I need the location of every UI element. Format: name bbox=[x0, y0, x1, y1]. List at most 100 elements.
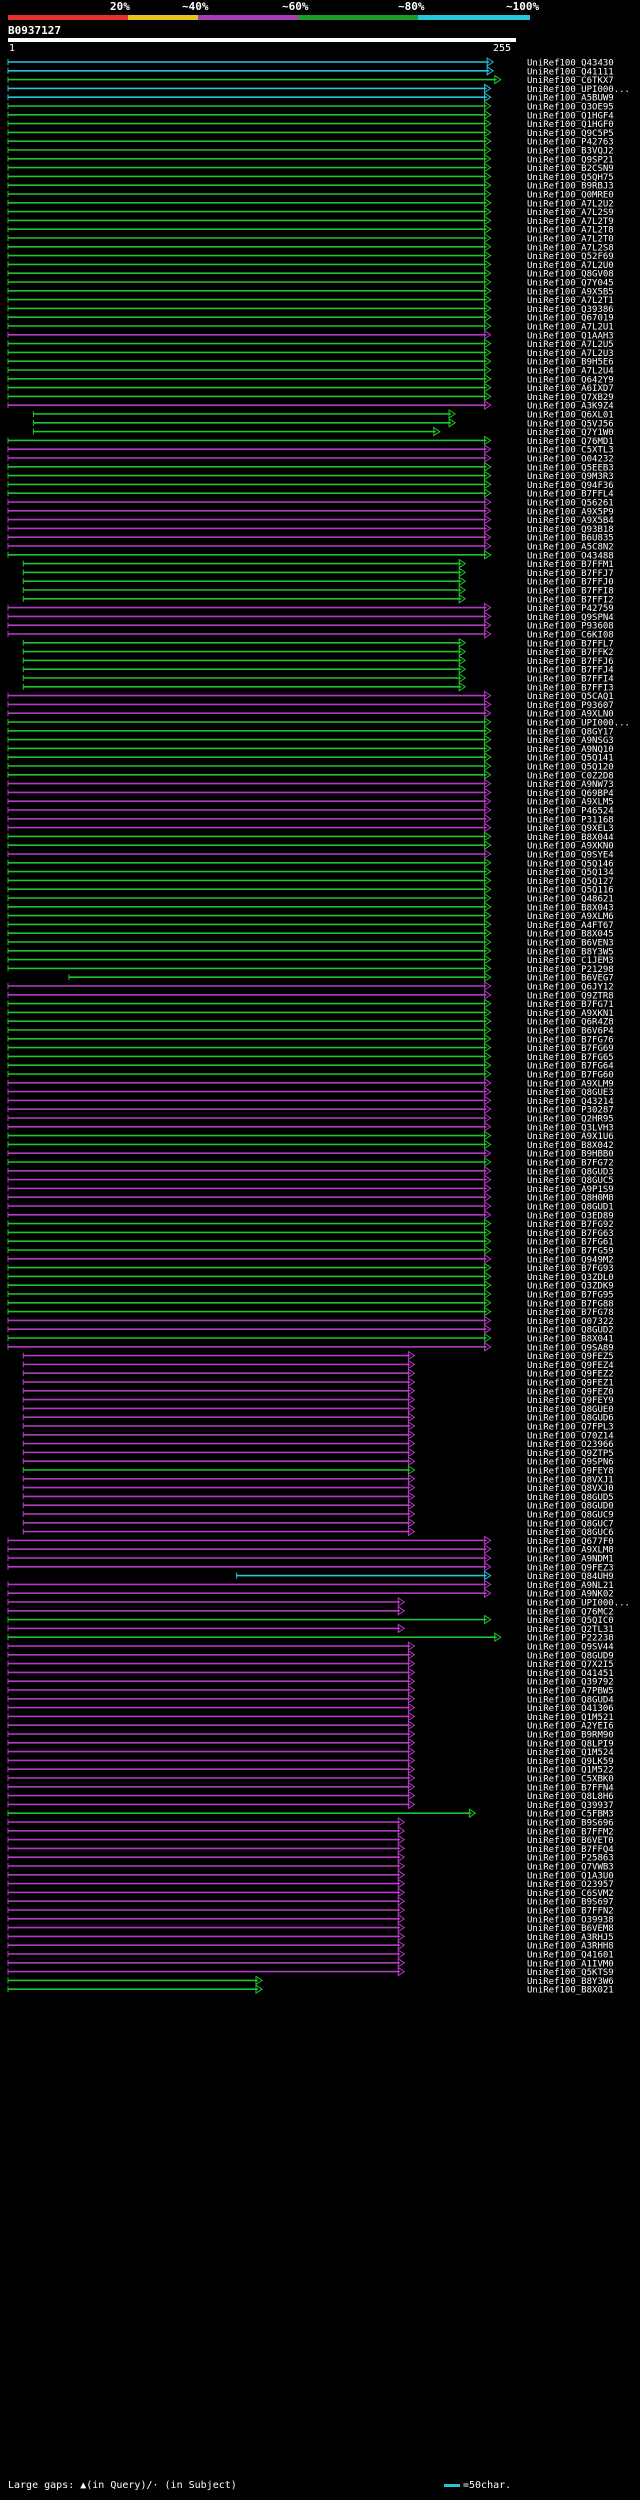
hit-label[interactable]: UniRef100_Q48621 bbox=[527, 895, 614, 905]
hit-label[interactable]: UniRef100_B7FFJ7 bbox=[527, 569, 614, 579]
hit-label[interactable]: UniRef100_A7L2U5 bbox=[527, 340, 614, 350]
hit-label[interactable]: UniRef100_B7FG60 bbox=[527, 1071, 614, 1081]
hit-label[interactable]: UniRef100_Q9SPN6 bbox=[527, 1458, 614, 1468]
hit-label[interactable]: UniRef100_Q5QH75 bbox=[527, 173, 614, 183]
hit-label[interactable]: UniRef100_Q9ZTP5 bbox=[527, 1449, 614, 1459]
hit-label[interactable]: UniRef100_B7FFI8 bbox=[527, 587, 614, 597]
hit-label[interactable]: UniRef100_Q9FEZ4 bbox=[527, 1361, 614, 1371]
hit-label[interactable]: UniRef100_Q84UH9 bbox=[527, 1572, 614, 1582]
hit-label[interactable]: UniRef100_B9S697 bbox=[527, 1898, 614, 1908]
hit-label[interactable]: UniRef100_A7L2S8 bbox=[527, 243, 614, 253]
hit-label[interactable]: UniRef100_Q7Y1W0 bbox=[527, 428, 614, 438]
hit-label[interactable]: UniRef100_Q8GUD3 bbox=[527, 1167, 614, 1177]
hit-label[interactable]: UniRef100_A7L2U1 bbox=[527, 323, 614, 333]
hit-label[interactable]: UniRef100_A7L2S9 bbox=[527, 208, 614, 218]
hit-label[interactable]: UniRef100_A9XLM8 bbox=[527, 1546, 614, 1556]
hit-label[interactable]: UniRef100_A9X1U6 bbox=[527, 1132, 614, 1142]
hit-label[interactable]: UniRef100_A3K9Z4 bbox=[527, 402, 614, 412]
hit-label[interactable]: UniRef100_B8X042 bbox=[527, 1141, 614, 1151]
hit-label[interactable]: UniRef100_A9NK02 bbox=[527, 1590, 614, 1600]
hit-label[interactable]: UniRef100_A9NSG3 bbox=[527, 736, 614, 746]
hit-label[interactable]: UniRef100_A9XKN0 bbox=[527, 842, 614, 852]
hit-label[interactable]: UniRef100_C5XTL3 bbox=[527, 446, 614, 456]
hit-label[interactable]: UniRef100_Q3ZDL0 bbox=[527, 1273, 614, 1283]
hit-label[interactable]: UniRef100_Q9XEL3 bbox=[527, 824, 614, 834]
hit-label[interactable]: UniRef100_O23966 bbox=[527, 1440, 614, 1450]
hit-label[interactable]: UniRef100_Q5Q134 bbox=[527, 868, 614, 878]
hit-label[interactable]: UniRef100_C5XBK0 bbox=[527, 1775, 614, 1785]
hit-label[interactable]: UniRef100_Q8VXJ1 bbox=[527, 1475, 614, 1485]
hit-label[interactable]: UniRef100_Q1AAH3 bbox=[527, 331, 614, 341]
hit-label[interactable]: UniRef100_Q5EEB3 bbox=[527, 463, 614, 473]
hit-label[interactable]: UniRef100_B7FG78 bbox=[527, 1308, 614, 1318]
hit-label[interactable]: UniRef100_Q8GUC5 bbox=[527, 1176, 614, 1186]
hit-label[interactable]: UniRef100_A5BUW9 bbox=[527, 94, 614, 104]
hit-label[interactable]: UniRef100_Q5VJ56 bbox=[527, 419, 614, 429]
hit-label[interactable]: UniRef100_Q1A3U0 bbox=[527, 1871, 614, 1881]
hit-label[interactable]: UniRef100_A5C8N2 bbox=[527, 543, 614, 553]
hit-label[interactable]: UniRef100_Q9SP21 bbox=[527, 155, 614, 165]
hit-label[interactable]: UniRef100_A7L2T8 bbox=[527, 226, 614, 236]
hit-label[interactable]: UniRef100_A7L2U3 bbox=[527, 349, 614, 359]
hit-label[interactable]: UniRef100_Q9FEZ0 bbox=[527, 1387, 614, 1397]
hit-label[interactable]: UniRef100_B9RM90 bbox=[527, 1731, 614, 1741]
hit-label[interactable]: UniRef100_Q93B18 bbox=[527, 525, 614, 535]
hit-label[interactable]: UniRef100_A3RHH8 bbox=[527, 1942, 614, 1952]
hit-label[interactable]: UniRef100_Q5Q116 bbox=[527, 886, 614, 896]
hit-label[interactable]: UniRef100_B8X041 bbox=[527, 1335, 614, 1345]
hit-label[interactable]: UniRef100_B7FFJ4 bbox=[527, 666, 614, 676]
hit-label[interactable]: UniRef100_B7FG69 bbox=[527, 1044, 614, 1054]
hit-label[interactable]: UniRef100_C0Z2D8 bbox=[527, 771, 614, 781]
hit-label[interactable]: UniRef100_A9X5B4 bbox=[527, 516, 614, 526]
hit-label[interactable]: UniRef100_B7FFN4 bbox=[527, 1783, 614, 1793]
hit-label[interactable]: UniRef100_Q642Y9 bbox=[527, 375, 614, 385]
hit-label[interactable]: UniRef100_B6VET0 bbox=[527, 1836, 614, 1846]
hit-label[interactable]: UniRef100_A9NW73 bbox=[527, 780, 614, 790]
hit-label[interactable]: UniRef100_Q9FEY9 bbox=[527, 1396, 614, 1406]
hit-label[interactable]: UniRef100_Q9C5P5 bbox=[527, 129, 614, 139]
hit-label[interactable]: UniRef100_Q7XB29 bbox=[527, 393, 614, 403]
hit-label[interactable]: UniRef100_O07322 bbox=[527, 1317, 614, 1327]
hit-label[interactable]: UniRef100_A9P1S9 bbox=[527, 1185, 614, 1195]
hit-label[interactable]: UniRef100_B7FFN2 bbox=[527, 1907, 614, 1917]
hit-label[interactable]: UniRef100_C6KI08 bbox=[527, 631, 614, 641]
hit-label[interactable]: UniRef100_Q39386 bbox=[527, 305, 614, 315]
hit-label[interactable]: UniRef100_B7FG93 bbox=[527, 1264, 614, 1274]
hit-label[interactable]: UniRef100_Q9LK59 bbox=[527, 1757, 614, 1767]
hit-label[interactable]: UniRef100_Q8GUD5 bbox=[527, 1493, 614, 1503]
hit-label[interactable]: UniRef100_B8X021 bbox=[527, 1986, 614, 1996]
hit-label[interactable]: UniRef100_Q5QIC0 bbox=[527, 1616, 614, 1626]
hit-label[interactable]: UniRef100_B7FFL7 bbox=[527, 639, 614, 649]
hit-label[interactable]: UniRef100_B7FFL4 bbox=[527, 490, 614, 500]
hit-label[interactable]: UniRef100_Q2TL31 bbox=[527, 1625, 614, 1635]
hit-label[interactable]: UniRef100_A7L2U4 bbox=[527, 367, 614, 377]
hit-label[interactable]: UniRef100_Q69BP4 bbox=[527, 789, 614, 799]
hit-label[interactable]: UniRef100_Q5Q146 bbox=[527, 859, 614, 869]
hit-label[interactable]: UniRef100_O41306 bbox=[527, 1704, 614, 1714]
hit-label[interactable]: UniRef100_P21298 bbox=[527, 965, 614, 975]
hit-label[interactable]: UniRef100_UPI000... bbox=[527, 1599, 630, 1609]
hit-label[interactable]: UniRef100_Q9SV44 bbox=[527, 1643, 614, 1653]
hit-label[interactable]: UniRef100_P42763 bbox=[527, 138, 614, 148]
hit-label[interactable]: UniRef100_Q8GUD9 bbox=[527, 1651, 614, 1661]
hit-label[interactable]: UniRef100_P93607 bbox=[527, 701, 614, 711]
hit-label[interactable]: UniRef100_Q3OE95 bbox=[527, 103, 614, 113]
hit-label[interactable]: UniRef100_A7L2T1 bbox=[527, 296, 614, 306]
hit-label[interactable]: UniRef100_B6VEG7 bbox=[527, 974, 614, 984]
hit-label[interactable]: UniRef100_A9NQ10 bbox=[527, 745, 614, 755]
hit-label[interactable]: UniRef100_Q8GUE3 bbox=[527, 1088, 614, 1098]
hit-label[interactable]: UniRef100_O3ED89 bbox=[527, 1211, 614, 1221]
hit-label[interactable]: UniRef100_B8Y3W5 bbox=[527, 947, 614, 957]
hit-label[interactable]: UniRef100_A7L2T9 bbox=[527, 217, 614, 227]
hit-label[interactable]: UniRef100_Q1HGF4 bbox=[527, 111, 614, 121]
hit-label[interactable]: UniRef100_Q76MD1 bbox=[527, 437, 614, 447]
hit-label[interactable]: UniRef100_Q8GY17 bbox=[527, 727, 614, 737]
hit-label[interactable]: UniRef100_A9XLM6 bbox=[527, 912, 614, 922]
hit-label[interactable]: UniRef100_A9XLN0 bbox=[527, 710, 614, 720]
hit-label[interactable]: UniRef100_O70Z14 bbox=[527, 1431, 614, 1441]
hit-label[interactable]: UniRef100_Q7VWB3 bbox=[527, 1863, 614, 1873]
hit-label[interactable]: UniRef100_Q8GUD0 bbox=[527, 1502, 614, 1512]
hit-label[interactable]: UniRef100_C1JEM3 bbox=[527, 956, 614, 966]
hit-label[interactable]: UniRef100_B7FG61 bbox=[527, 1238, 614, 1248]
hit-label[interactable]: UniRef100_Q41601 bbox=[527, 1951, 614, 1961]
